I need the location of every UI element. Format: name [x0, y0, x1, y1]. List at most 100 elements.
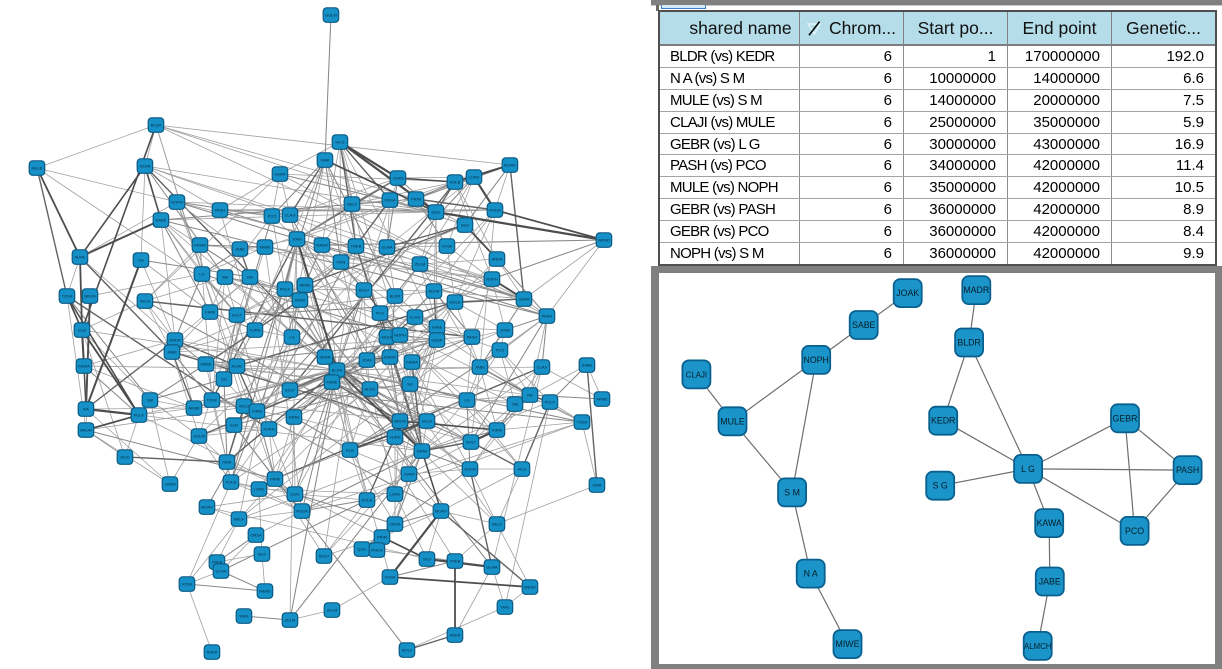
- svg-text:NOPH: NOPH: [486, 277, 498, 282]
- svg-text:VELD: VELD: [140, 299, 151, 304]
- svg-text:ELB: ELB: [78, 328, 86, 333]
- svg-text:TOSK: TOSK: [62, 294, 73, 299]
- svg-text:N A: N A: [804, 569, 818, 579]
- svg-text:IVAR: IVAR: [592, 483, 601, 488]
- svg-text:GEBR: GEBR: [274, 172, 285, 177]
- svg-text:ALMCH: ALMCH: [1024, 642, 1051, 651]
- svg-text:SM: SM: [147, 398, 153, 403]
- svg-text:WEND: WEND: [524, 585, 536, 590]
- svg-text:SOLT: SOLT: [285, 388, 296, 393]
- svg-text:JOAK: JOAK: [362, 358, 373, 363]
- svg-text:PASH: PASH: [1176, 465, 1199, 475]
- svg-text:MULE: MULE: [381, 335, 392, 340]
- svg-text:ELB: ELB: [346, 448, 354, 453]
- svg-text:GEBR: GEBR: [518, 297, 529, 302]
- svg-text:MORV: MORV: [435, 509, 447, 514]
- svg-text:WEND: WEND: [598, 238, 610, 243]
- svg-text:PULK: PULK: [134, 413, 145, 418]
- svg-text:LG: LG: [464, 398, 469, 403]
- svg-text:FURN: FURN: [249, 328, 260, 333]
- svg-text:MADR: MADR: [384, 355, 396, 360]
- svg-text:S G: S G: [933, 481, 948, 491]
- svg-text:FURN: FURN: [389, 435, 400, 440]
- svg-text:GOLM: GOLM: [325, 13, 337, 18]
- svg-text:IVAR: IVAR: [222, 460, 231, 465]
- svg-text:SG: SG: [407, 382, 413, 387]
- svg-text:GEBR: GEBR: [431, 338, 442, 343]
- svg-text:LUND: LUND: [390, 492, 401, 497]
- svg-text:PCO: PCO: [376, 311, 385, 316]
- svg-text:GEBR: GEBR: [1113, 413, 1138, 423]
- svg-text:ANKR: ANKR: [449, 633, 460, 638]
- svg-text:JABE: JABE: [475, 365, 485, 370]
- svg-text:WEND: WEND: [259, 589, 271, 594]
- svg-text:MULE: MULE: [31, 166, 42, 171]
- svg-text:NOPH: NOPH: [803, 355, 828, 365]
- svg-text:MIWE: MIWE: [836, 639, 860, 649]
- svg-text:RODA: RODA: [489, 208, 501, 213]
- svg-text:IVAR: IVAR: [320, 158, 329, 163]
- svg-text:TOSK: TOSK: [577, 420, 588, 425]
- svg-text:MORV: MORV: [504, 163, 516, 168]
- svg-text:BRUN: BRUN: [394, 419, 405, 424]
- svg-text:JABE: JABE: [1039, 577, 1061, 587]
- svg-text:LG: LG: [289, 335, 294, 340]
- svg-text:VELD: VELD: [239, 404, 250, 409]
- svg-text:PULK: PULK: [545, 400, 556, 405]
- svg-text:ALMC: ALMC: [231, 364, 242, 369]
- svg-text:ORSA: ORSA: [384, 198, 396, 203]
- svg-text:MIWE: MIWE: [260, 245, 271, 250]
- svg-text:LG: LG: [199, 272, 204, 277]
- svg-text:KAWA: KAWA: [78, 364, 90, 369]
- svg-text:MULE: MULE: [449, 300, 460, 305]
- svg-text:MADR: MADR: [963, 285, 989, 295]
- svg-text:BLDR: BLDR: [957, 338, 980, 348]
- svg-text:KIRM: KIRM: [205, 310, 215, 315]
- svg-text:GOLM: GOLM: [193, 434, 205, 439]
- svg-text:JOAK: JOAK: [500, 328, 511, 333]
- svg-text:CLAJI: CLAJI: [537, 365, 548, 370]
- svg-text:DRAV: DRAV: [417, 449, 428, 454]
- svg-text:SILV: SILV: [461, 223, 470, 228]
- svg-text:FURN: FURN: [263, 427, 274, 432]
- svg-text:ZELM: ZELM: [415, 262, 426, 267]
- svg-text:NA: NA: [83, 407, 89, 412]
- svg-text:ARME: ARME: [299, 283, 311, 288]
- svg-text:QUIL: QUIL: [290, 492, 300, 497]
- svg-text:ULMA: ULMA: [486, 565, 497, 570]
- svg-text:VELD: VELD: [422, 419, 433, 424]
- svg-text:MIWE: MIWE: [201, 362, 212, 367]
- svg-text:PCO: PCO: [1125, 526, 1144, 536]
- svg-text:HILD: HILD: [335, 140, 344, 145]
- svg-text:ANKR: ANKR: [206, 650, 217, 655]
- svg-text:NA: NA: [527, 393, 533, 398]
- svg-text:ORSA: ORSA: [389, 522, 401, 527]
- svg-text:SG: SG: [138, 258, 144, 263]
- svg-text:KEDR: KEDR: [428, 289, 439, 294]
- svg-text:JOAK: JOAK: [292, 237, 303, 242]
- svg-text:NELK: NELK: [234, 517, 245, 522]
- svg-text:ORSA: ORSA: [250, 533, 262, 538]
- svg-text:YARL: YARL: [336, 260, 347, 265]
- svg-text:KAWA: KAWA: [1037, 518, 1062, 528]
- svg-text:SILV: SILV: [258, 552, 267, 557]
- svg-text:DRAV: DRAV: [295, 298, 306, 303]
- svg-text:JABE: JABE: [235, 247, 245, 252]
- svg-text:HILD: HILD: [517, 467, 526, 472]
- svg-text:SABE: SABE: [432, 325, 443, 330]
- svg-text:JURM: JURM: [164, 482, 175, 487]
- svg-text:ZELM: ZELM: [327, 608, 338, 613]
- svg-text:QUIL: QUIL: [357, 547, 367, 552]
- svg-text:NOPH: NOPH: [394, 333, 406, 338]
- svg-text:L G: L G: [1021, 464, 1035, 474]
- svg-text:LUND: LUND: [469, 175, 480, 180]
- svg-text:KAWA: KAWA: [406, 360, 418, 365]
- svg-text:YARL: YARL: [239, 614, 250, 619]
- svg-text:PASH: PASH: [467, 335, 478, 340]
- svg-text:ULMA: ULMA: [381, 245, 392, 250]
- svg-text:KIRM: KIRM: [252, 409, 262, 414]
- svg-text:ULMA: ULMA: [215, 569, 226, 574]
- svg-text:ARME: ARME: [596, 397, 608, 402]
- svg-text:BLDR: BLDR: [390, 294, 401, 299]
- svg-text:SILV: SILV: [423, 557, 432, 562]
